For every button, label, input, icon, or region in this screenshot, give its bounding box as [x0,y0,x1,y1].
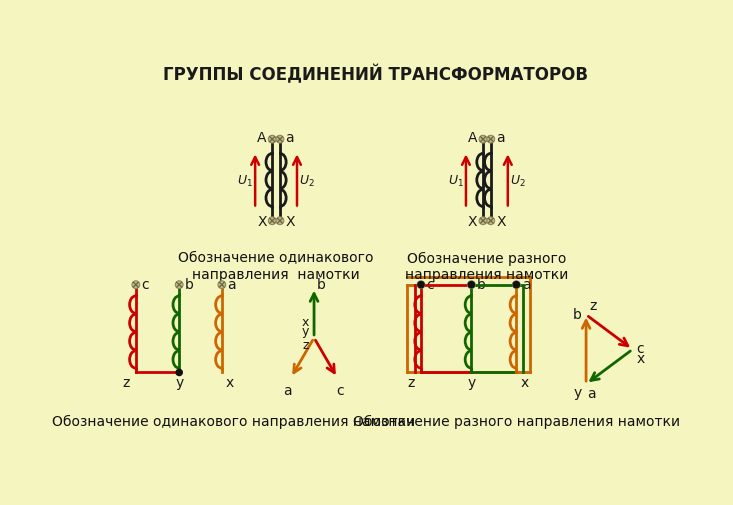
Text: x: x [636,351,645,366]
Circle shape [513,282,520,288]
Text: a: a [496,131,505,145]
Text: c: c [636,342,644,357]
Text: z: z [589,299,597,313]
Circle shape [468,282,474,288]
Text: a: a [227,278,236,292]
Text: b: b [317,278,326,292]
Circle shape [132,281,140,288]
Text: Обозначение разного направления намотки: Обозначение разного направления намотки [353,415,680,429]
Text: $U_2$: $U_2$ [510,174,526,189]
Text: c: c [336,384,345,398]
Text: a: a [285,131,294,145]
Text: b: b [185,278,194,292]
Circle shape [468,281,475,288]
Text: c: c [427,278,434,292]
Text: X: X [285,215,295,229]
Text: X: X [257,215,267,229]
Circle shape [487,135,495,143]
Text: Обозначение одинакового направления намотки: Обозначение одинакового направления намо… [52,415,415,429]
Text: y: y [467,376,476,390]
Text: b: b [572,308,581,322]
Circle shape [418,282,424,288]
Text: y: y [573,385,581,399]
Circle shape [175,281,183,288]
Text: $U_2$: $U_2$ [299,174,315,189]
Circle shape [276,217,284,225]
Text: A: A [257,131,267,145]
Text: $U_1$: $U_1$ [237,174,253,189]
Circle shape [512,281,520,288]
Text: y: y [175,376,183,390]
Text: Обозначение одинакового
направления  намотки: Обозначение одинакового направления намо… [178,251,374,282]
Text: a: a [522,278,531,292]
Circle shape [417,281,425,288]
Circle shape [176,369,183,376]
Circle shape [276,135,284,143]
Text: $U_1$: $U_1$ [448,174,464,189]
Circle shape [479,135,487,143]
Text: x: x [520,376,528,390]
Circle shape [218,281,226,288]
Text: z: z [408,376,415,390]
Circle shape [487,217,495,225]
Text: b: b [476,278,486,292]
Text: c: c [141,278,149,292]
Text: z: z [122,376,130,390]
Text: X: X [496,215,506,229]
Circle shape [479,217,487,225]
Text: x: x [302,316,309,329]
Circle shape [268,135,276,143]
Circle shape [268,217,276,225]
Text: x: x [226,376,234,390]
Text: a: a [588,387,596,401]
Text: ГРУППЫ СОЕДИНЕНИЙ ТРАНСФОРМАТОРОВ: ГРУППЫ СОЕДИНЕНИЙ ТРАНСФОРМАТОРОВ [163,65,588,84]
Text: a: a [284,384,292,398]
Text: y: y [302,325,309,338]
Text: z: z [303,339,309,352]
Text: A: A [468,131,478,145]
Text: X: X [468,215,478,229]
Text: Обозначение разного
направления намотки: Обозначение разного направления намотки [405,251,569,282]
